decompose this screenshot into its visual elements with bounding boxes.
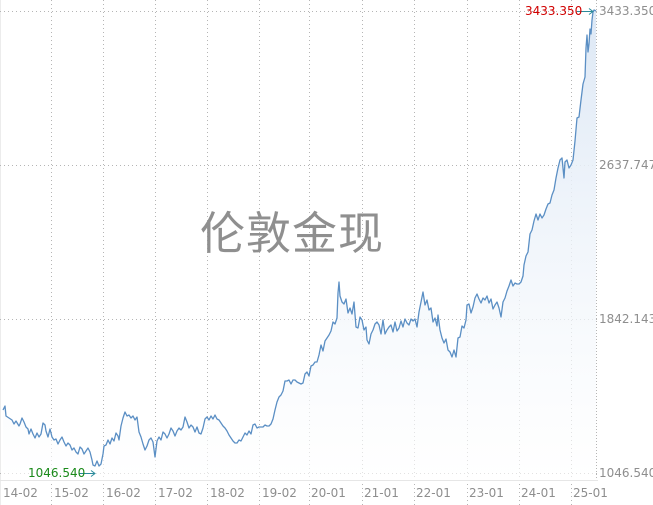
chart-watermark: 伦敦金现: [200, 207, 385, 260]
x-tick-label: 25-01: [573, 486, 608, 500]
x-tick-label: 14-02: [3, 486, 38, 500]
x-tick-label: 19-02: [262, 486, 297, 500]
min-marker-arrow: [79, 470, 96, 477]
x-tick-label: 23-01: [469, 486, 504, 500]
y-tick-label: 1046.540: [599, 466, 653, 480]
y-tick-label: 2637.747: [599, 158, 653, 172]
x-tick-label: 21-01: [364, 486, 399, 500]
x-tick-label: 15-02: [54, 486, 89, 500]
x-tick-label: 22-01: [416, 486, 451, 500]
price-area: [3, 10, 596, 480]
price-line: [2, 9, 597, 467]
min-value-label: 1046.540: [28, 466, 86, 480]
x-tick-label: 18-02: [210, 486, 245, 500]
x-tick-label: 16-02: [106, 486, 141, 500]
max-value-label: 3433.350: [525, 4, 583, 18]
x-tick-label: 17-02: [158, 486, 193, 500]
x-tick-label: 20-01: [311, 486, 346, 500]
y-tick-label: 3433.350: [599, 4, 653, 18]
y-tick-label: 1842.143: [599, 312, 653, 326]
left-border: [0, 0, 1, 505]
x-tick-label: 24-01: [521, 486, 556, 500]
max-marker-arrow: [577, 8, 594, 15]
